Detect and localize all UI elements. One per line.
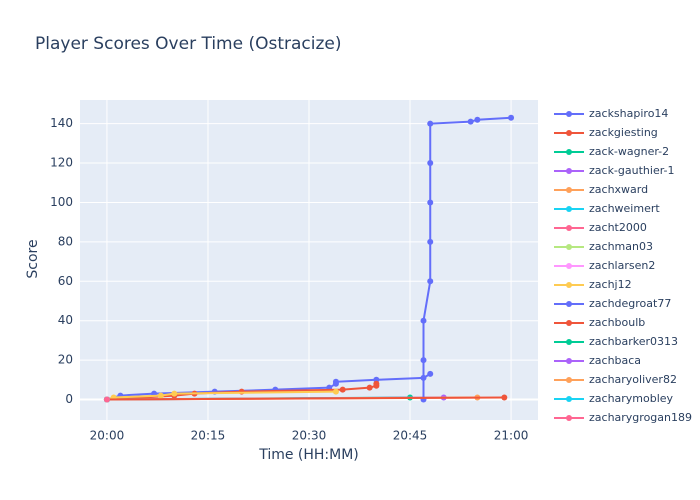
data-point xyxy=(332,378,339,385)
legend-label: zachxward xyxy=(589,183,648,196)
legend-marker xyxy=(566,358,572,364)
data-point xyxy=(427,199,434,206)
legend-label: zack-wagner-2 xyxy=(589,145,669,158)
y-tick-label: 80 xyxy=(58,234,73,248)
x-tick-label: 20:45 xyxy=(393,429,428,443)
legend-label: zachdegroat77 xyxy=(589,297,671,310)
data-point xyxy=(474,116,481,123)
legend-marker xyxy=(566,244,572,250)
legend-label: zachj12 xyxy=(589,278,632,291)
legend: zackshapiro14 zackgiesting zack-wagner-2 za… xyxy=(554,107,692,424)
grid xyxy=(80,100,538,420)
legend-marker xyxy=(566,168,572,174)
data-point xyxy=(332,388,339,395)
data-point xyxy=(339,386,346,393)
legend-label: zacht2000 xyxy=(589,221,647,234)
data-point xyxy=(501,394,508,401)
data-point xyxy=(427,370,434,377)
data-point xyxy=(467,118,474,125)
y-tick-label: 40 xyxy=(58,313,73,327)
data-point xyxy=(508,114,515,121)
legend-marker xyxy=(566,111,572,117)
legend-marker xyxy=(566,301,572,307)
legend-marker xyxy=(566,206,572,212)
legend-marker xyxy=(566,130,572,136)
y-tick-label: 20 xyxy=(58,353,73,367)
plot-area xyxy=(103,114,515,403)
y-tick-label: 60 xyxy=(58,274,73,288)
legend-marker xyxy=(566,320,572,326)
y-tick-label: 0 xyxy=(65,392,73,406)
x-tick-label: 21:00 xyxy=(494,429,529,443)
x-tick-label: 20:30 xyxy=(292,429,327,443)
legend-marker xyxy=(566,263,572,269)
y-tick-label: 100 xyxy=(50,195,73,209)
legend-marker xyxy=(566,396,572,402)
legend-marker xyxy=(566,339,572,345)
y-axis-title: Score xyxy=(25,239,41,278)
data-point xyxy=(427,278,434,285)
legend-label: zacharygrogan189 xyxy=(589,411,692,424)
data-point xyxy=(427,160,434,167)
y-tick-label: 140 xyxy=(50,116,73,130)
legend-marker xyxy=(566,187,572,193)
legend-marker xyxy=(566,377,572,383)
data-point xyxy=(420,317,427,324)
legend-marker xyxy=(566,415,572,421)
legend-label: zackshapiro14 xyxy=(589,107,668,120)
legend-label: zachbaca xyxy=(589,354,641,367)
legend-marker xyxy=(566,225,572,231)
data-point xyxy=(420,357,427,364)
data-point xyxy=(427,120,434,127)
legend-label: zachlarsen2 xyxy=(589,259,655,272)
legend-label: zacharyoliver82 xyxy=(589,373,677,386)
legend-label: zachweimert xyxy=(589,202,660,215)
data-point xyxy=(366,384,373,391)
legend-label: zachman03 xyxy=(589,240,653,253)
data-point xyxy=(157,392,164,399)
chart-title: Player Scores Over Time (Ostracize) xyxy=(35,34,342,54)
legend-label: zack-gauthier-1 xyxy=(589,164,675,177)
data-point xyxy=(373,380,380,387)
data-point xyxy=(103,396,110,403)
x-tick-label: 20:15 xyxy=(191,429,226,443)
data-point xyxy=(427,238,434,245)
series-line xyxy=(106,396,505,401)
legend-marker xyxy=(566,282,572,288)
legend-label: zachbarker0313 xyxy=(589,335,678,348)
data-point xyxy=(171,390,178,397)
legend-marker xyxy=(566,149,572,155)
x-tick-label: 20:00 xyxy=(90,429,125,443)
x-axis-title: Time (HH:MM) xyxy=(258,447,359,463)
legend-label: zackgiesting xyxy=(589,126,658,139)
y-tick-label: 120 xyxy=(50,156,73,170)
legend-label: zacharymobley xyxy=(589,392,674,405)
legend-label: zachboulb xyxy=(589,316,645,329)
